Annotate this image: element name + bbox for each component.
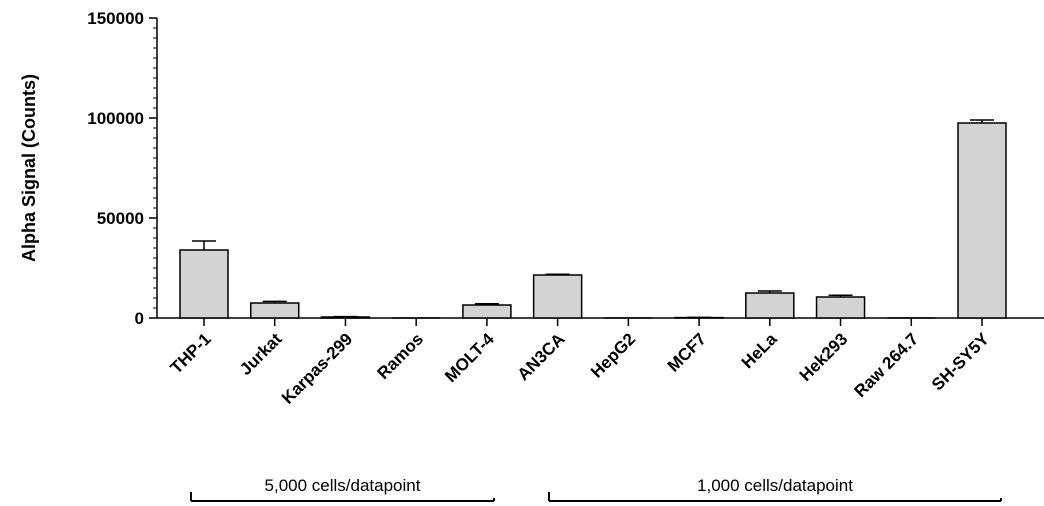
bar-hela	[745, 292, 795, 319]
category-label: HepG2	[587, 329, 639, 381]
category-label: SH-SY5Y	[928, 329, 993, 394]
category-label: MOLT-4	[441, 329, 498, 386]
group-brackets: 5,000 cells/datapoint 1,000 cells/datapoi…	[190, 476, 1002, 502]
group-label: 5,000 cells/datapoint	[265, 476, 421, 495]
category-label: THP-1	[167, 329, 215, 377]
bar-hek293	[815, 296, 866, 319]
category-label: MCF7	[664, 329, 710, 375]
category-label: HeLa	[738, 329, 781, 372]
bar-thp-1	[179, 249, 229, 319]
group-label: 1,000 cells/datapoint	[697, 476, 853, 495]
category-label: Hek293	[796, 329, 852, 385]
y-tick-label: 0	[135, 309, 144, 328]
axes: 0 50000 100000 150000	[87, 9, 1044, 328]
bar-molt-4	[462, 304, 512, 319]
bar-sh-sy5y	[957, 122, 1007, 319]
bars	[179, 119, 1007, 319]
category-label: Raw 264.7	[851, 329, 923, 401]
category-label: AN3CA	[514, 329, 569, 384]
category-label: Karpas-299	[278, 329, 356, 407]
category-label: Ramos	[373, 329, 427, 383]
bar-an3ca	[532, 274, 583, 319]
y-axis-title: Alpha Signal (Counts)	[19, 74, 39, 262]
y-axis-title-group: Alpha Signal (Counts)	[19, 74, 39, 262]
y-tick-label: 150000	[87, 9, 144, 28]
bar-jurkat	[249, 302, 300, 319]
category-label: Jurkat	[236, 329, 286, 379]
y-tick-label: 100000	[87, 109, 144, 128]
y-tick-label: 50000	[97, 209, 144, 228]
